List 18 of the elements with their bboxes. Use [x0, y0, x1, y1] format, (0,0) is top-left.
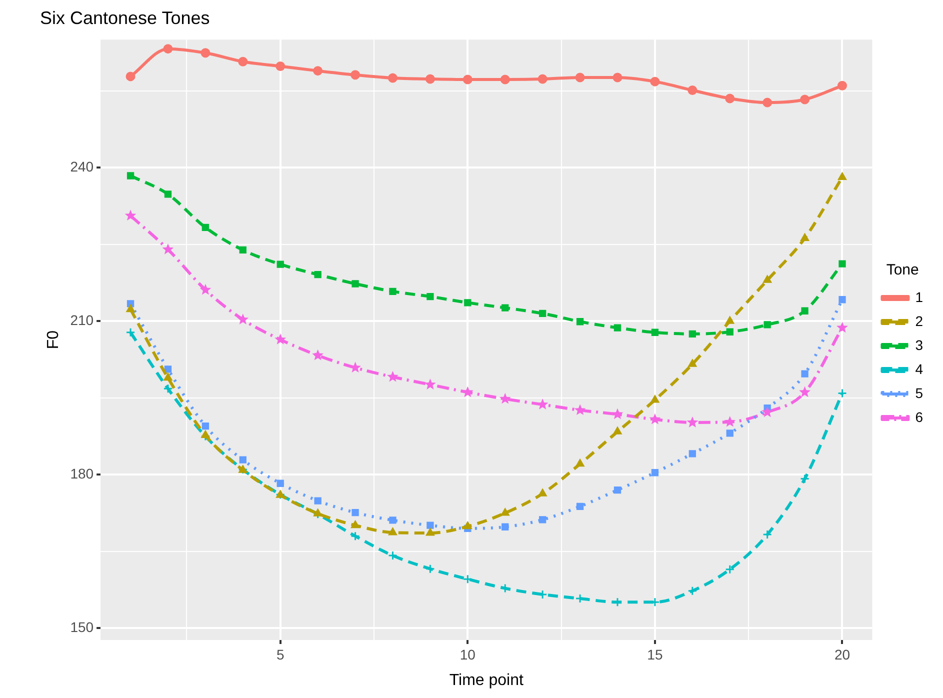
y-axis-title: F0: [45, 330, 62, 350]
legend-label: 1: [915, 288, 924, 305]
x-tick-label: 20: [834, 646, 850, 662]
x-tick-label: 5: [276, 646, 284, 662]
y-tick-label: 210: [70, 312, 94, 328]
legend-label: 5: [915, 384, 924, 401]
legend-label: 6: [915, 408, 924, 425]
legend-label: 4: [915, 360, 924, 377]
x-tick-label: 10: [460, 646, 476, 662]
legend-label: 3: [915, 336, 924, 353]
x-axis-title: Time point: [449, 672, 524, 689]
legend-label: 2: [915, 312, 924, 329]
y-tick-label: 150: [70, 619, 94, 636]
legend-title: Tone: [886, 262, 919, 279]
chart-title: Six Cantonese Tones: [40, 8, 210, 28]
x-tick-label: 15: [647, 646, 663, 662]
y-tick-label: 240: [70, 158, 94, 174]
y-tick-label: 180: [70, 466, 94, 482]
